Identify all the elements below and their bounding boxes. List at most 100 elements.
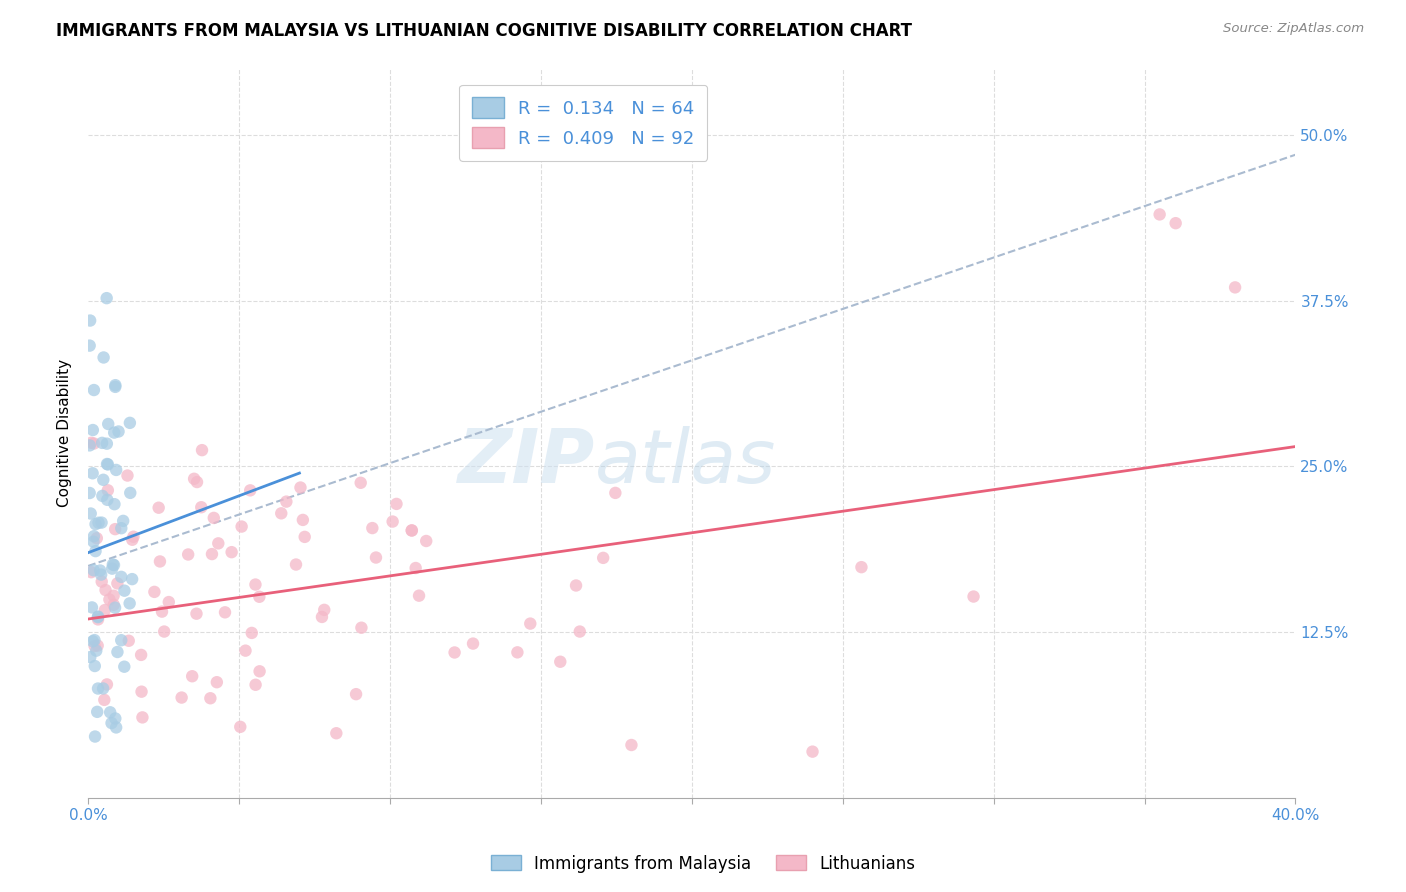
Point — [200, 691, 222, 706]
Point — [80, 565, 103, 579]
Point — [214, 605, 236, 619]
Point — [191, 443, 214, 458]
Point — [851, 560, 873, 574]
Point — [84, 643, 107, 657]
Point — [506, 645, 529, 659]
Point — [129, 648, 152, 662]
Point — [364, 550, 387, 565]
Point — [247, 590, 270, 604]
Point — [149, 554, 172, 568]
Point — [121, 533, 143, 547]
Point — [401, 524, 423, 538]
Point — [96, 436, 118, 450]
Point — [143, 585, 166, 599]
Point — [97, 458, 120, 472]
Point — [131, 710, 153, 724]
Point — [112, 583, 135, 598]
Point — [229, 720, 252, 734]
Point — [170, 690, 193, 705]
Point — [201, 547, 224, 561]
Point — [79, 338, 101, 352]
Point — [183, 472, 205, 486]
Point — [89, 564, 111, 578]
Point — [103, 558, 125, 572]
Point — [87, 681, 110, 696]
Point — [190, 500, 212, 515]
Point — [962, 590, 984, 604]
Point — [385, 497, 408, 511]
Point — [80, 435, 103, 450]
Point — [157, 595, 180, 609]
Point — [105, 463, 128, 477]
Point — [101, 558, 124, 572]
Point — [249, 665, 271, 679]
Point — [91, 473, 114, 487]
Point — [186, 607, 208, 621]
Point — [91, 681, 114, 696]
Point — [150, 605, 173, 619]
Point — [202, 511, 225, 525]
Point — [79, 486, 101, 500]
Point — [104, 600, 127, 615]
Point — [94, 603, 117, 617]
Point — [107, 425, 129, 439]
Point — [118, 416, 141, 430]
Point — [240, 626, 263, 640]
Point — [107, 645, 129, 659]
Point — [519, 616, 541, 631]
Point — [443, 645, 465, 659]
Point — [83, 639, 105, 653]
Point — [86, 531, 108, 545]
Point — [90, 567, 112, 582]
Point — [103, 425, 125, 440]
Point — [93, 351, 115, 365]
Point — [592, 550, 614, 565]
Text: ZIP: ZIP — [458, 426, 595, 499]
Point — [105, 721, 128, 735]
Point — [93, 693, 115, 707]
Point — [221, 545, 243, 559]
Point — [401, 524, 423, 538]
Point — [91, 435, 114, 450]
Point — [112, 659, 135, 673]
Point — [181, 669, 204, 683]
Point — [101, 561, 124, 575]
Point — [121, 572, 143, 586]
Point — [90, 516, 112, 530]
Point — [100, 716, 122, 731]
Point — [80, 600, 103, 615]
Point — [103, 497, 125, 511]
Point — [461, 637, 484, 651]
Point — [80, 507, 103, 521]
Point — [96, 291, 118, 305]
Point — [110, 633, 132, 648]
Point — [350, 621, 373, 635]
Point — [186, 475, 208, 489]
Point — [104, 711, 127, 725]
Point — [177, 548, 200, 562]
Point — [86, 639, 108, 653]
Point — [415, 533, 437, 548]
Point — [97, 417, 120, 431]
Point — [82, 423, 104, 437]
Text: atlas: atlas — [595, 426, 776, 499]
Point — [87, 610, 110, 624]
Point — [565, 578, 588, 592]
Point — [83, 383, 105, 397]
Point — [361, 521, 384, 535]
Point — [117, 468, 139, 483]
Point — [96, 492, 118, 507]
Point — [83, 529, 105, 543]
Point — [311, 610, 333, 624]
Point — [245, 678, 267, 692]
Point — [291, 513, 314, 527]
Point — [801, 745, 824, 759]
Point — [82, 634, 104, 648]
Point — [276, 494, 298, 508]
Point — [131, 684, 153, 698]
Point — [83, 534, 105, 549]
Point — [148, 500, 170, 515]
Point — [325, 726, 347, 740]
Point — [568, 624, 591, 639]
Point — [98, 706, 121, 720]
